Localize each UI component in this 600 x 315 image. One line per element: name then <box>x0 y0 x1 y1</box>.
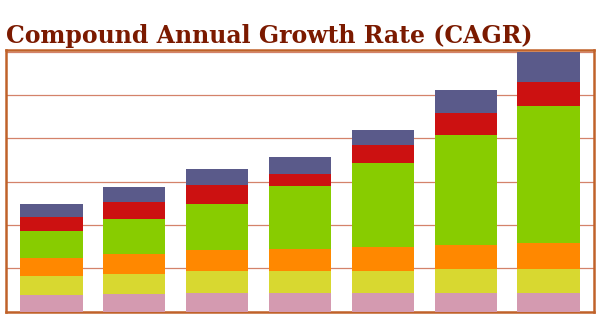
Bar <box>517 106 580 243</box>
Bar <box>517 269 580 293</box>
Bar <box>269 186 331 249</box>
Bar <box>434 245 497 269</box>
Bar <box>103 294 166 312</box>
Bar <box>352 130 414 145</box>
Bar <box>20 217 83 231</box>
Bar <box>186 250 248 271</box>
Bar <box>434 293 497 312</box>
Bar <box>434 135 497 245</box>
Bar <box>352 163 414 248</box>
Bar <box>103 254 166 273</box>
Bar <box>434 269 497 293</box>
Bar <box>352 248 414 271</box>
Bar <box>352 293 414 312</box>
Bar <box>269 293 331 312</box>
Bar <box>352 271 414 293</box>
Bar <box>20 258 83 276</box>
Bar <box>517 52 580 82</box>
Bar <box>20 276 83 295</box>
Bar <box>434 113 497 135</box>
Bar <box>269 249 331 271</box>
Text: Compound Annual Growth Rate (CAGR): Compound Annual Growth Rate (CAGR) <box>6 25 533 49</box>
Bar <box>269 157 331 174</box>
Bar <box>103 219 166 254</box>
Bar <box>269 174 331 186</box>
Bar <box>186 185 248 204</box>
Bar <box>103 187 166 202</box>
Bar <box>517 82 580 106</box>
Bar <box>517 243 580 269</box>
Bar <box>434 90 497 113</box>
Bar <box>20 204 83 217</box>
Bar <box>352 145 414 163</box>
Bar <box>20 295 83 312</box>
Bar <box>517 293 580 312</box>
Bar <box>186 271 248 293</box>
Bar <box>269 271 331 293</box>
Bar <box>186 169 248 185</box>
Bar <box>20 231 83 258</box>
Bar <box>103 202 166 219</box>
Bar <box>186 204 248 250</box>
Bar <box>103 273 166 294</box>
Bar <box>186 293 248 312</box>
